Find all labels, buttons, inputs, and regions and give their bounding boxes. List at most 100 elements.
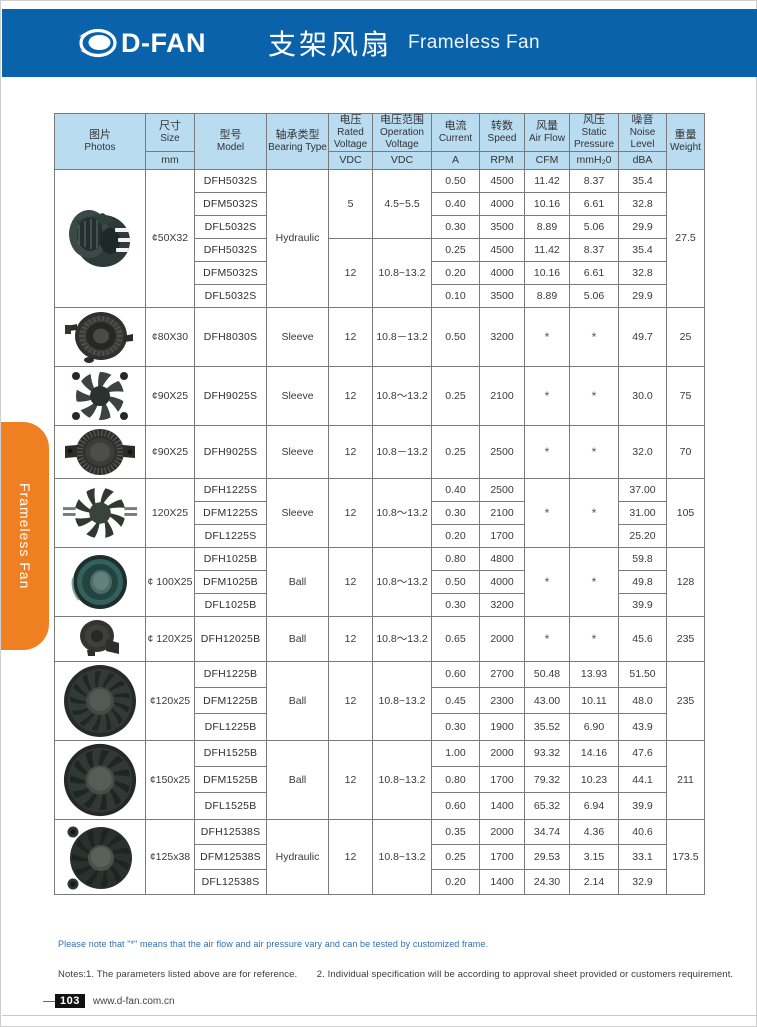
page-title-cn: 支架风扇	[268, 28, 393, 61]
cell-model: DFL1025B	[194, 592, 267, 617]
cell-speed: 3500	[479, 214, 525, 239]
round-blower-flange-icon	[61, 426, 139, 478]
cell-air-flow: 11.42	[524, 168, 570, 193]
cell-speed: 2000	[479, 615, 525, 662]
cell-current: 0.60	[431, 660, 480, 688]
cell-size: ¢80X30	[145, 306, 195, 367]
cell-operation-voltage: 10.8－13.2	[372, 306, 432, 367]
col-header-noise-level: 噪音 Noise Level	[618, 113, 667, 152]
cell-model: DFL1525B	[194, 792, 267, 820]
cell-static-pressure: 3.15	[569, 843, 619, 870]
cell-model: DFH5032S	[194, 237, 267, 262]
cell-current: 0.20	[431, 260, 480, 285]
axial-fan-7-blade-icon	[61, 367, 139, 425]
cell-model: DFM5032S	[194, 260, 267, 285]
cell-rated-voltage: 12	[328, 424, 373, 479]
col-header-model: 型号 Model	[194, 113, 267, 170]
cell-current: 0.50	[431, 569, 480, 594]
table-row: ¢125x38 DFH12538S Hydraulic 12 10.8~13.2 0.35…	[54, 818, 705, 895]
cell-speed: 2300	[479, 686, 525, 715]
cell-bearing-type: Sleeve	[266, 424, 329, 479]
cell-speed: 1900	[479, 713, 525, 741]
cell-static-pressure: 6.94	[569, 792, 619, 820]
cell-air-flow: *	[524, 615, 570, 662]
cell-noise-level: 39.9	[618, 592, 667, 617]
footnote-notes: Notes:1. The parameters listed above are…	[58, 969, 733, 980]
cell-model: DFH12025B	[194, 615, 267, 662]
cell-speed: 3500	[479, 283, 525, 308]
cell-speed: 2000	[479, 818, 525, 845]
cell-size: 120X25	[145, 477, 195, 548]
cell-weight: 173.5	[666, 818, 705, 895]
table-row: ¢120x25 DFH1225B Ball 12 10.8~13.2 0.60 2700 50…	[54, 660, 705, 741]
cell-air-flow: *	[524, 424, 570, 479]
table-row: ¢ 120X25 DFH12025B Ball 12 10.8～13.2 0.65 2000…	[54, 615, 705, 662]
cell-rated-voltage: 12	[328, 306, 373, 367]
cell-bearing-type: Hydraulic	[266, 818, 329, 895]
cell-speed: 2500	[479, 477, 525, 502]
cell-static-pressure: *	[569, 365, 619, 426]
cell-noise-level: 48.0	[618, 686, 667, 715]
cell-operation-voltage: 10.8~13.2	[372, 818, 432, 895]
cell-current: 0.25	[431, 424, 480, 479]
cell-air-flow: 93.32	[524, 739, 570, 767]
table-row: DFM1525B 0.80 1700 79.32 10.23 44.1	[55, 765, 705, 794]
cell-noise-level: 45.6	[618, 615, 667, 662]
cell-photo	[54, 365, 146, 426]
unit-rated-voltage: VDC	[328, 150, 373, 170]
col-header-operation-voltage: 电压范围 Operation Voltage	[372, 113, 432, 152]
cell-rated-voltage: 12	[328, 365, 373, 426]
cell-current: 0.60	[431, 792, 480, 820]
cell-rated-voltage: 12	[328, 237, 373, 308]
unit-current: A	[431, 150, 480, 170]
cell-weight: 70	[666, 424, 705, 479]
footer-divider	[2, 1015, 757, 1016]
table-row: DFM1225B 0.45 2300 43.00 10.11 48.0	[55, 686, 705, 715]
cell-current: 0.20	[431, 523, 480, 548]
cell-weight: 27.5	[666, 168, 705, 308]
table-row: DFL12538S 0.20 1400 24.30 2.14 32.9	[55, 868, 705, 895]
ellipse-swoosh-logo-icon	[77, 28, 119, 58]
unit-noise-level: dBA	[618, 150, 667, 170]
website-url[interactable]: www.d-fan.com.cn	[92, 995, 175, 1007]
table-row: DFL1225S 0.20 1700 25.20	[55, 523, 705, 548]
cell-model: DFH5032S	[194, 168, 267, 193]
cell-rated-voltage: 5	[328, 168, 373, 239]
table-row: ¢90X25 DFH9025S Sleeve 12 10.8～13.2 0.25 2100 *…	[54, 365, 705, 426]
cell-photo	[54, 306, 146, 367]
header-row-titles: 图片 Photos 尺寸 Size 型号 Model 轴承类型 Bearing Type…	[54, 113, 705, 170]
cell-model: DFL5032S	[194, 214, 267, 239]
cell-rated-voltage: 12	[328, 615, 373, 662]
cell-current: 0.30	[431, 713, 480, 741]
table-row: DFL1525B 0.60 1400 65.32 6.94 39.9	[55, 792, 705, 820]
cell-model: DFL1225S	[194, 523, 267, 548]
cell-operation-voltage: 10.8～13.2	[372, 477, 432, 548]
header-row-units: mm VDC VDC A RPM CFM mmH₂0 dBA	[55, 150, 705, 170]
cell-air-flow: *	[524, 306, 570, 367]
table-row: 120X25 DFH1225S Sleeve 12 10.8～13.2 0.40 2500 *…	[54, 477, 705, 548]
cell-air-flow: 11.42	[524, 237, 570, 262]
cell-photo	[54, 660, 146, 741]
cell-current: 0.25	[431, 365, 480, 426]
cell-photo	[54, 818, 146, 895]
section-tab-frameless-fan[interactable]: Frameless Fan	[1, 422, 49, 650]
col-header-rated-voltage: 电压 Rated Voltage	[328, 113, 373, 152]
cell-model: DFM1225S	[194, 500, 267, 525]
col-header-air-flow: 风量 Air Flow	[524, 113, 570, 152]
table-row: DFL1025B 0.30 3200 39.9	[55, 592, 705, 617]
cell-operation-voltage: 10.8~13.2	[372, 660, 432, 741]
cell-photo	[54, 424, 146, 479]
table-row: DFL5032S 0.10 3500 8.89 5.06 29.9	[55, 283, 705, 308]
cell-photo	[54, 477, 146, 548]
cell-static-pressure: 10.11	[569, 686, 619, 715]
cell-static-pressure: 13.93	[569, 660, 619, 688]
cell-air-flow: 29.53	[524, 843, 570, 870]
cell-operation-voltage: 10.8～13.2	[372, 615, 432, 662]
cell-air-flow: 34.74	[524, 818, 570, 845]
cell-model: DFL5032S	[194, 283, 267, 308]
cell-noise-level: 43.9	[618, 713, 667, 741]
cell-weight: 105	[666, 477, 705, 548]
unit-air-flow: CFM	[524, 150, 570, 170]
cell-rated-voltage: 12	[328, 477, 373, 548]
cell-current: 0.40	[431, 477, 480, 502]
